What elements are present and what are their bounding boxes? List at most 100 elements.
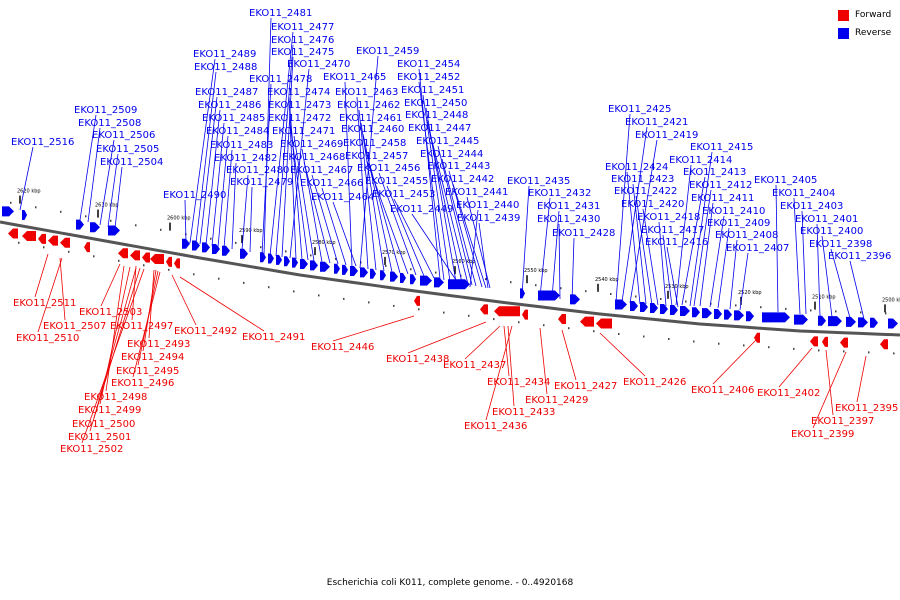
gene-label: EKO11_2500 <box>72 419 135 430</box>
guide-dot <box>443 311 445 314</box>
guide-dot <box>835 310 837 313</box>
guide-dot <box>760 306 762 309</box>
reverse-gene <box>240 248 248 259</box>
guide-dot <box>618 333 620 335</box>
guide-dot <box>60 210 62 213</box>
guide-dot <box>310 254 312 257</box>
reverse-gene <box>342 264 348 275</box>
reverse-gene <box>310 260 318 271</box>
guide-dot <box>318 294 320 297</box>
gene-label: EKO11_2413 <box>683 167 746 178</box>
gene-label: EKO11_2501 <box>68 432 131 443</box>
leader-line <box>825 349 834 416</box>
leader-line <box>503 325 510 377</box>
gene-label: EKO11_2415 <box>690 142 753 153</box>
guide-dot <box>335 257 337 260</box>
leader-line <box>635 195 653 306</box>
forward-gene <box>130 250 140 261</box>
gene-label: EKO11_2429 <box>525 395 588 406</box>
gene-label: EKO11_2419 <box>635 130 698 141</box>
gene-label: EKO11_2484 <box>206 126 269 137</box>
leader-line <box>507 325 515 407</box>
gene-label: EKO11_2433 <box>492 407 555 418</box>
guide-dot <box>685 300 687 303</box>
gene-label: EKO11_2411 <box>691 193 754 204</box>
leader-line <box>107 153 119 228</box>
forward-gene <box>596 318 612 329</box>
leader-line <box>801 210 807 315</box>
guide-dot <box>68 250 70 253</box>
gene-label: EKO11_2448 <box>405 110 468 121</box>
guide-dot <box>243 281 245 284</box>
leader-line <box>19 146 34 211</box>
reverse-gene <box>212 244 220 255</box>
gene-label: EKO11_2400 <box>800 226 863 237</box>
gene-label: EKO11_2516 <box>11 137 74 148</box>
leader-line <box>632 183 647 305</box>
reverse-gene <box>182 238 190 249</box>
leader-line <box>778 347 813 388</box>
leader-line <box>429 132 469 285</box>
guide-dot <box>260 246 262 249</box>
gene-label: EKO11_2507 <box>43 321 106 332</box>
leader-line <box>275 44 294 257</box>
feature-layer <box>2 206 898 350</box>
reverse-gene <box>870 317 878 328</box>
guide-dot <box>668 338 670 340</box>
gene-label: EKO11_2473 <box>268 100 331 111</box>
gene-label: EKO11_2503 <box>79 307 142 318</box>
gene-label: EKO11_2486 <box>198 100 261 111</box>
guide-dot <box>893 352 895 355</box>
guide-dot <box>10 201 12 204</box>
gene-label: EKO11_2406 <box>691 385 754 396</box>
reverse-gene <box>746 311 754 322</box>
gene-label: EKO11_2436 <box>464 421 527 432</box>
reverse-gene <box>692 307 700 318</box>
leader-line <box>642 208 659 306</box>
guide-dot <box>535 284 537 287</box>
leader-line <box>269 31 294 257</box>
gene-label: EKO11_2452 <box>397 72 460 83</box>
leader-line <box>551 210 560 299</box>
gene-label: EKO11_2440 <box>456 200 519 211</box>
gene-label: EKO11_2409 <box>707 218 770 229</box>
leader-line <box>378 172 417 276</box>
reverse-gene <box>410 274 416 285</box>
gene-label: EKO11_2482 <box>214 153 277 164</box>
legend-reverse: Reverse <box>838 26 898 40</box>
forward-gene <box>522 309 528 320</box>
gene-label: EKO11_2477 <box>271 22 334 33</box>
leader-line <box>87 127 101 223</box>
guide-dot <box>368 301 370 304</box>
leader-line <box>34 253 49 298</box>
scale-label: 2620 kbp <box>17 189 41 195</box>
gene-label: EKO11_2410 <box>702 206 765 217</box>
gene-label: EKO11_2466 <box>300 178 363 189</box>
reverse-gene <box>22 209 27 220</box>
guide-dot <box>35 206 37 209</box>
guide-dot <box>18 241 20 244</box>
leader-line <box>621 126 648 303</box>
guide-dot <box>793 347 795 350</box>
guide-dot <box>193 273 195 276</box>
leader-line <box>360 122 385 272</box>
gene-label: EKO11_2498 <box>84 392 147 403</box>
reverse-gene <box>380 270 386 281</box>
leader-line <box>386 185 425 277</box>
gene-label: EKO11_2455 <box>365 176 428 187</box>
genome-backbone <box>0 220 900 337</box>
forward-gene <box>150 254 164 264</box>
reverse-gene <box>434 277 444 288</box>
gene-label: EKO11_2488 <box>194 62 257 73</box>
leader-line <box>812 351 847 429</box>
gene-label: EKO11_2407 <box>726 243 789 254</box>
leader-line <box>189 58 216 244</box>
leader-line <box>289 68 310 259</box>
gene-label: EKO11_2489 <box>193 49 256 60</box>
leader-line <box>59 257 66 321</box>
gene-label: EKO11_2420 <box>621 199 684 210</box>
gene-label: EKO11_2472 <box>268 113 331 124</box>
leader-line <box>407 321 487 354</box>
forward-gene <box>480 304 488 315</box>
gene-label: EKO11_2508 <box>78 118 141 129</box>
